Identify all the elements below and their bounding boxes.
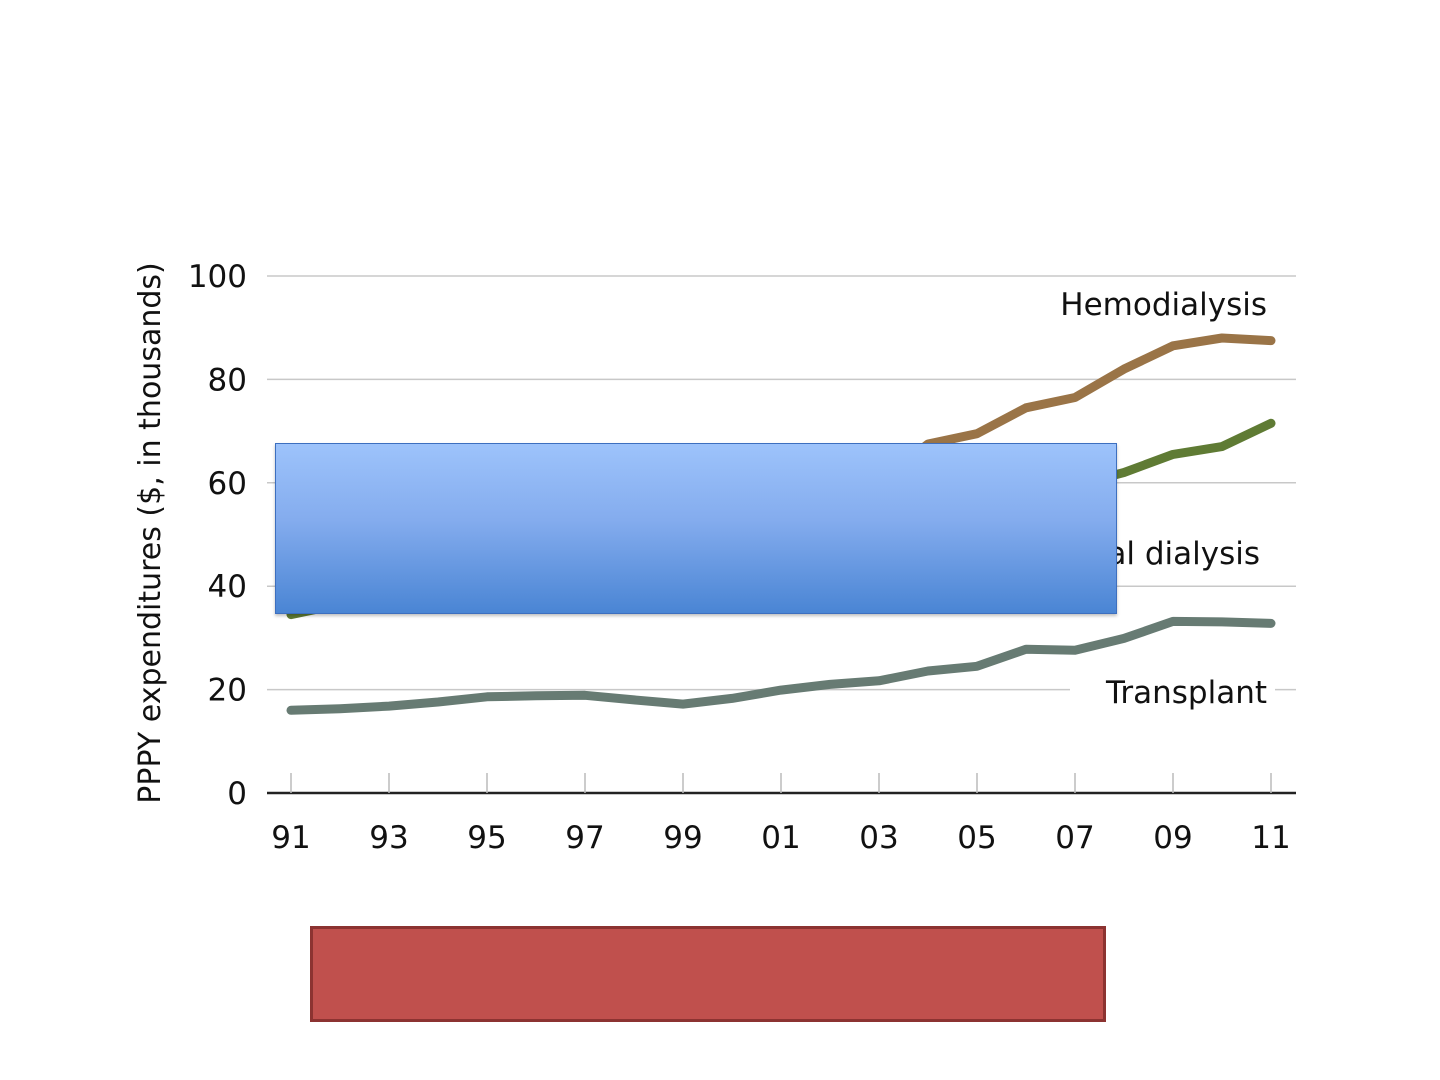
- x-tick-label: 05: [957, 820, 996, 856]
- x-tick-label: 07: [1055, 820, 1094, 856]
- x-tick-label: 97: [565, 820, 604, 856]
- x-tick-label: 11: [1251, 820, 1290, 856]
- series-labels: Hemodialysis al dialysis Transplant: [1060, 287, 1275, 714]
- x-tick-label: 95: [467, 820, 506, 856]
- x-tick-label: 01: [761, 820, 800, 856]
- y-tick-label: 60: [208, 466, 247, 502]
- x-tick-label: 91: [271, 820, 310, 856]
- red-box: [310, 926, 1106, 1022]
- x-tick-label: 99: [663, 820, 702, 856]
- x-tick-label: 93: [369, 820, 408, 856]
- axes: [267, 773, 1296, 795]
- y-tick-label: 100: [188, 259, 247, 295]
- transplant-label-backdrop: [1070, 668, 1275, 714]
- y-tick-label: 80: [208, 362, 247, 398]
- series-line-transplant: [286, 616, 1276, 715]
- blue-gradient-box: [275, 443, 1117, 614]
- y-tick-label: 20: [208, 673, 247, 709]
- series-label-peritoneal-dialysis: al dialysis: [1107, 536, 1260, 572]
- y-tick-labels: 0 20 40 60 80 100: [188, 259, 247, 812]
- y-axis-title: PPPY expenditures ($, in thousands): [133, 262, 168, 803]
- series-label-transplant: Transplant: [1105, 675, 1267, 711]
- x-tick-label: 09: [1153, 820, 1192, 856]
- x-tick-label: 03: [859, 820, 898, 856]
- x-tick-labels: 91 93 95 97 99 01 03 05 07 09 11: [271, 820, 1290, 856]
- y-tick-label: 40: [208, 569, 247, 605]
- y-tick-label: 0: [227, 776, 247, 812]
- series-label-hemodialysis: Hemodialysis: [1060, 287, 1267, 323]
